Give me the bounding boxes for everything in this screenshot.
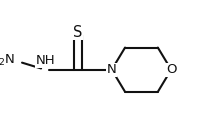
Text: S: S bbox=[73, 25, 82, 40]
Text: N: N bbox=[106, 63, 116, 76]
Text: NH: NH bbox=[35, 54, 55, 67]
Text: O: O bbox=[165, 63, 176, 76]
Text: H$_2$N: H$_2$N bbox=[0, 53, 14, 68]
